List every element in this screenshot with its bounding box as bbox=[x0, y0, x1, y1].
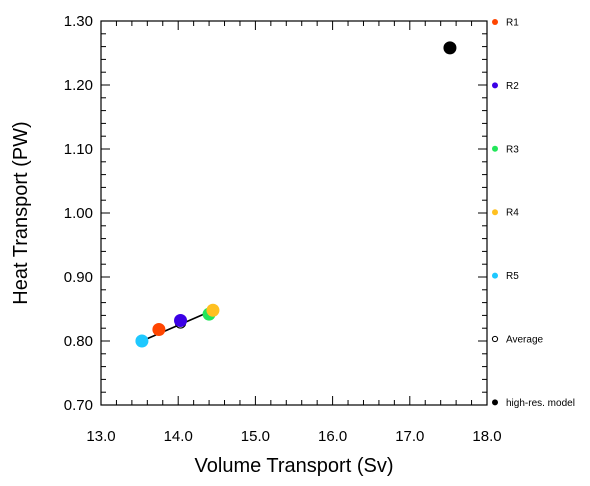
legend-marker-r3 bbox=[492, 145, 498, 152]
legend-marker-r2 bbox=[492, 82, 498, 89]
data-points bbox=[135, 41, 457, 348]
x-tick-label: 14.0 bbox=[164, 428, 193, 445]
y-tick-label: 1.30 bbox=[64, 13, 93, 30]
x-tick-label: 15.0 bbox=[241, 428, 270, 445]
legend-marker-r5 bbox=[492, 272, 498, 279]
y-axis-title: Heat Transport (PW) bbox=[10, 121, 32, 304]
legend-label-high-res-model: high-res. model bbox=[506, 398, 575, 409]
legend-marker-r1 bbox=[492, 19, 498, 25]
y-tick-label: 1.20 bbox=[64, 77, 93, 94]
x-tick-labels: 13.0 14.0 15.0 16.0 17.0 18.0 bbox=[86, 428, 501, 445]
x-axis-title: Volume Transport (Sv) bbox=[195, 455, 394, 477]
y-tick-label: 0.90 bbox=[64, 269, 93, 286]
y-tick-label: 0.80 bbox=[64, 333, 93, 350]
point-r1 bbox=[152, 322, 166, 336]
y-tick-labels: 0.70 0.80 0.90 1.00 1.10 1.20 1.30 bbox=[64, 13, 93, 414]
point-r4 bbox=[206, 303, 220, 317]
y-tick-label: 0.70 bbox=[64, 397, 93, 414]
x-tick-label: 17.0 bbox=[395, 428, 424, 445]
legend-label-r4: R4 bbox=[506, 208, 519, 219]
legend-label-r5: R5 bbox=[506, 271, 519, 282]
y-tick-label: 1.00 bbox=[64, 205, 93, 222]
legend-marker-high-res-model bbox=[492, 399, 498, 406]
legend-label-average: Average bbox=[506, 335, 544, 346]
plot-frame bbox=[100, 20, 488, 406]
point-r5 bbox=[135, 334, 149, 348]
y-tick-label: 1.10 bbox=[64, 141, 93, 158]
point-high-res-model bbox=[443, 41, 457, 55]
axis-ticks bbox=[100, 20, 488, 406]
legend-marker-average bbox=[491, 335, 499, 343]
legend-marker-r4 bbox=[492, 209, 498, 216]
legend-label-r3: R3 bbox=[506, 144, 519, 155]
legend: R1 R2 R3 R4 R5 Average high-res. model bbox=[491, 18, 575, 409]
legend-label-r1: R1 bbox=[506, 18, 519, 29]
x-tick-label: 18.0 bbox=[472, 428, 501, 445]
legend-label-r2: R2 bbox=[506, 81, 519, 92]
x-tick-label: 13.0 bbox=[86, 428, 115, 445]
point-r2 bbox=[174, 314, 188, 328]
x-tick-label: 16.0 bbox=[318, 428, 347, 445]
